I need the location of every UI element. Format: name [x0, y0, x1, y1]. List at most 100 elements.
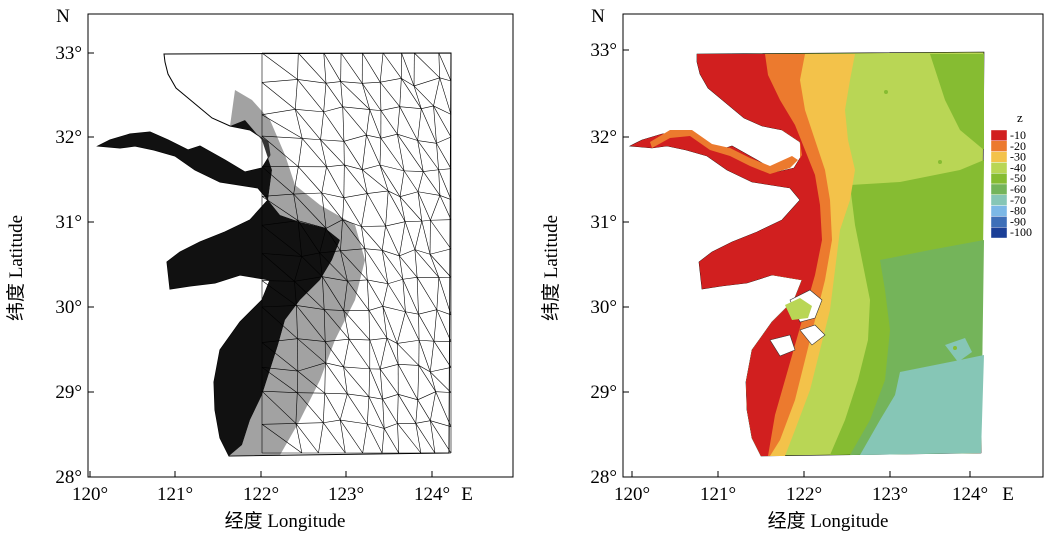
mesh-edge	[364, 248, 389, 284]
mesh-edge	[379, 164, 405, 172]
mesh-edge	[436, 309, 452, 342]
mesh-edge	[430, 391, 436, 421]
mesh-edge	[430, 420, 452, 428]
mesh-edge	[295, 109, 324, 113]
mesh-edge	[380, 78, 402, 83]
mesh-edge	[420, 108, 437, 144]
mesh-edge	[367, 423, 383, 454]
legend-label: -90	[1010, 214, 1026, 228]
mesh-edge	[324, 309, 344, 311]
mesh-edge	[296, 305, 298, 339]
mesh-edge	[294, 276, 323, 282]
mesh-edge	[348, 338, 371, 370]
mesh-edge	[325, 362, 348, 395]
mesh-edge	[397, 423, 400, 454]
mesh-edge	[293, 193, 327, 229]
mesh-edge	[323, 309, 326, 342]
mesh-edge	[439, 77, 452, 115]
mesh-edge	[414, 221, 423, 250]
mesh-edge	[429, 254, 452, 278]
mesh-edge	[383, 428, 400, 454]
mesh-edge	[347, 280, 370, 311]
mesh-edge	[324, 341, 344, 368]
mesh-edge	[404, 221, 416, 250]
mesh-edge	[261, 280, 297, 306]
mesh-edge	[261, 423, 296, 425]
mesh-edge	[340, 81, 370, 110]
mesh-edge	[413, 85, 434, 107]
depth-y-tick-label: 28°	[590, 467, 617, 488]
depth-panel: 120° 121° 122° 123° 124° E 经度 Longitude …	[540, 6, 1044, 532]
depth-y-tick-label: 33°	[590, 40, 617, 61]
mesh-edge	[415, 399, 419, 424]
mesh-edge	[396, 343, 399, 365]
mesh-edge	[423, 169, 439, 172]
mesh-edge	[325, 82, 343, 108]
mesh-edge	[438, 169, 452, 200]
mesh-edge	[438, 168, 452, 171]
mesh-edge	[261, 196, 299, 221]
mesh-edge	[399, 191, 419, 198]
mesh-edge	[430, 195, 441, 221]
mesh-edge	[379, 369, 383, 400]
mesh-edge	[261, 225, 302, 257]
mesh-edge	[399, 106, 418, 141]
mesh-edge	[396, 343, 420, 366]
mesh-edge	[430, 219, 452, 221]
legend-swatch	[990, 194, 1008, 206]
mesh-edge	[404, 170, 424, 172]
depth-band-80-patch	[945, 338, 972, 362]
mesh-edge	[295, 423, 303, 454]
mesh-edge	[296, 305, 325, 310]
mesh-edge	[324, 362, 326, 394]
mesh-edge	[414, 249, 431, 255]
mesh-edge	[323, 111, 345, 142]
mesh-y-tick-label: 32°	[55, 127, 82, 148]
mesh-x-tick-label: 121°	[157, 484, 193, 505]
mesh-edge	[415, 423, 422, 454]
depth-legend: z -10-20-30-40-50-60-70-80-90-100	[990, 110, 1032, 239]
mesh-edge	[430, 220, 452, 250]
mesh-x-tick-label: 124°	[414, 484, 450, 505]
mesh-edge	[343, 339, 350, 368]
mesh-edge	[322, 393, 326, 423]
mesh-edge	[439, 77, 452, 82]
mesh-edge	[340, 250, 368, 281]
mesh-edge	[379, 81, 400, 107]
mesh-edge	[342, 219, 362, 227]
legend-swatch	[990, 216, 1008, 228]
mesh-edge	[418, 365, 431, 373]
legend-label: -50	[1010, 171, 1026, 185]
mesh-edge	[379, 164, 389, 192]
mesh-edge	[397, 394, 399, 424]
mesh-edge	[399, 106, 422, 109]
mesh-edge	[325, 362, 344, 368]
mesh-edge	[342, 106, 367, 136]
depth-band-10	[630, 54, 822, 456]
mesh-edge	[402, 279, 406, 312]
mesh-dense-coastal-region	[98, 120, 340, 456]
mesh-edge	[379, 138, 382, 165]
mesh-edge	[385, 221, 406, 227]
mesh-edge	[435, 391, 452, 393]
mesh-edge	[322, 276, 344, 311]
mesh-edge	[367, 190, 389, 194]
mesh-edge	[342, 106, 370, 110]
mesh-edge	[386, 337, 399, 365]
mesh-edge	[399, 196, 423, 222]
mesh-edge	[343, 366, 370, 370]
mesh-edge	[429, 341, 435, 372]
mesh-edge	[433, 77, 441, 107]
mesh-edge	[320, 139, 327, 167]
mesh-edge	[362, 169, 389, 192]
mesh-edge	[401, 78, 415, 87]
mesh-edge	[261, 280, 295, 282]
mesh-edge	[301, 138, 327, 167]
mesh-edge	[433, 105, 452, 138]
mesh-edge	[382, 306, 388, 339]
mesh-edge	[417, 140, 437, 144]
mesh-edge	[399, 221, 406, 256]
mesh-edge	[325, 228, 341, 251]
mesh-edge	[368, 306, 383, 311]
mesh-edge	[405, 220, 422, 223]
